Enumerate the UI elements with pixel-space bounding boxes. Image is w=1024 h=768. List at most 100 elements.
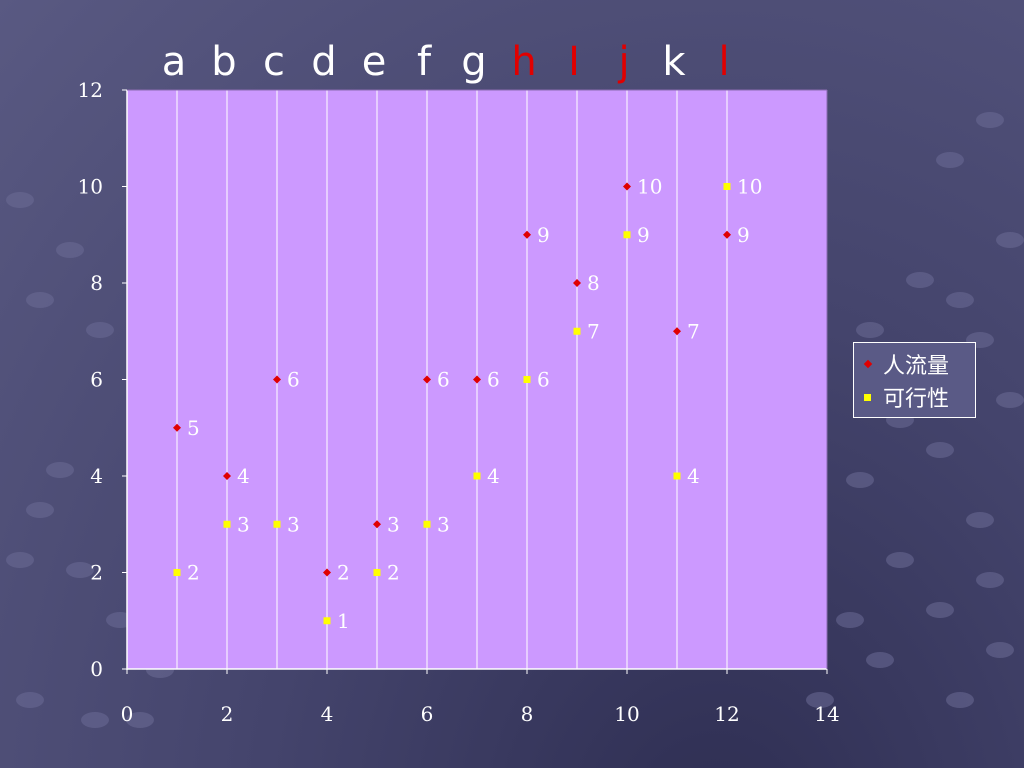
background-dot xyxy=(996,392,1024,408)
data-label: 6 xyxy=(287,368,300,392)
data-label: 3 xyxy=(437,512,450,536)
legend-label: 人流量 xyxy=(883,354,950,379)
background-dot xyxy=(946,692,974,708)
y-tick-label: 0 xyxy=(90,657,103,681)
square-point xyxy=(573,327,581,335)
diamond-point xyxy=(373,520,381,529)
square-point xyxy=(473,472,481,480)
data-label: 4 xyxy=(237,464,250,488)
y-tick-label: 12 xyxy=(78,78,103,102)
background-dot xyxy=(856,322,884,338)
data-label: 2 xyxy=(387,561,400,585)
axes xyxy=(122,89,828,674)
background-dot xyxy=(976,572,1004,588)
diamond-point xyxy=(523,230,531,239)
column-letter: b xyxy=(211,39,237,85)
x-tick-label: 0 xyxy=(121,702,134,726)
background-dot xyxy=(806,692,834,708)
data-label: 6 xyxy=(537,368,550,392)
legend-item-renliuliang: 人流量 xyxy=(863,349,950,379)
column-letter: d xyxy=(311,39,337,85)
background-dot xyxy=(886,552,914,568)
legend-label: 可行性 xyxy=(883,387,950,412)
data-label: 4 xyxy=(687,464,700,488)
square-point xyxy=(273,520,281,528)
data-label: 2 xyxy=(337,561,350,585)
background-dot xyxy=(66,562,94,578)
square-point xyxy=(523,376,531,383)
x-tick-label: 10 xyxy=(614,702,639,726)
background-dot xyxy=(56,242,84,258)
data-label: 2 xyxy=(187,561,200,585)
data-label: 4 xyxy=(487,464,500,488)
square-point xyxy=(723,183,731,190)
data-label: 7 xyxy=(587,319,600,343)
column-letter: I xyxy=(568,39,580,85)
x-tick-label: 2 xyxy=(221,702,234,726)
y-tick-label: 4 xyxy=(90,464,103,488)
x-tick-label: 14 xyxy=(814,702,839,726)
diamond-point xyxy=(673,327,681,336)
data-label: 3 xyxy=(237,512,250,536)
background-dot xyxy=(6,552,34,568)
column-letter: k xyxy=(662,39,686,85)
background-dot xyxy=(846,472,874,488)
column-letter: l xyxy=(718,39,730,85)
y-tick-label: 10 xyxy=(78,175,103,199)
data-label: 9 xyxy=(637,223,650,247)
diamond-point xyxy=(473,375,481,384)
square-point xyxy=(223,520,231,528)
y-tick-label: 8 xyxy=(90,271,103,295)
y-tick-label: 2 xyxy=(90,561,103,585)
diamond-point xyxy=(723,230,731,239)
legend: 人流量 可行性 xyxy=(853,342,976,418)
legend-item-kexingxing: 可行性 xyxy=(864,382,949,412)
background-dot xyxy=(906,272,934,288)
data-label: 1 xyxy=(337,609,350,633)
background-dot xyxy=(946,292,974,308)
series: 5 4 6 2 3 6 6 9 8 10 7 9 2 3 3 1 2 3 4 6 7 9 4 10 xyxy=(173,175,762,633)
background-dot xyxy=(6,192,34,208)
diamond-point xyxy=(323,568,331,577)
column-letter: e xyxy=(361,39,387,85)
background-dot xyxy=(16,692,44,708)
background-dot xyxy=(926,442,954,458)
square-marker-icon xyxy=(864,393,871,401)
x-tick-label: 8 xyxy=(521,702,534,726)
x-tick-label: 4 xyxy=(321,702,334,726)
diamond-point xyxy=(273,375,281,384)
square-point xyxy=(673,472,681,480)
background-dot xyxy=(26,502,54,518)
column-letter: c xyxy=(263,39,285,85)
background-dot xyxy=(836,612,864,628)
data-label: 10 xyxy=(637,175,662,199)
background-dot xyxy=(46,462,74,478)
y-tick-label: 6 xyxy=(90,368,103,392)
diamond-point xyxy=(173,423,181,432)
diamond-point xyxy=(573,279,581,287)
data-label: 9 xyxy=(737,223,750,247)
column-letter: g xyxy=(461,39,487,85)
data-label: 7 xyxy=(687,319,700,343)
series-kexingxing: 2 3 3 1 2 3 4 6 7 9 4 10 xyxy=(173,175,762,633)
x-tick-label: 12 xyxy=(714,702,739,726)
diamond-marker-icon xyxy=(863,359,873,369)
data-label: 9 xyxy=(537,223,550,247)
background-dot xyxy=(966,512,994,528)
background-dot xyxy=(26,292,54,308)
background-dot xyxy=(126,712,154,728)
series-renliuliang: 5 4 6 2 3 6 6 9 8 10 7 9 xyxy=(173,175,750,585)
x-tick-label: 6 xyxy=(421,702,434,726)
background-dot xyxy=(81,712,109,728)
column-letter: a xyxy=(161,39,187,85)
background-dot xyxy=(936,152,964,168)
background-dot xyxy=(976,112,1004,128)
diamond-point xyxy=(623,182,631,191)
square-point xyxy=(323,617,331,625)
background-dot xyxy=(866,652,894,668)
background-dot xyxy=(86,322,114,338)
column-letter: f xyxy=(416,39,432,85)
